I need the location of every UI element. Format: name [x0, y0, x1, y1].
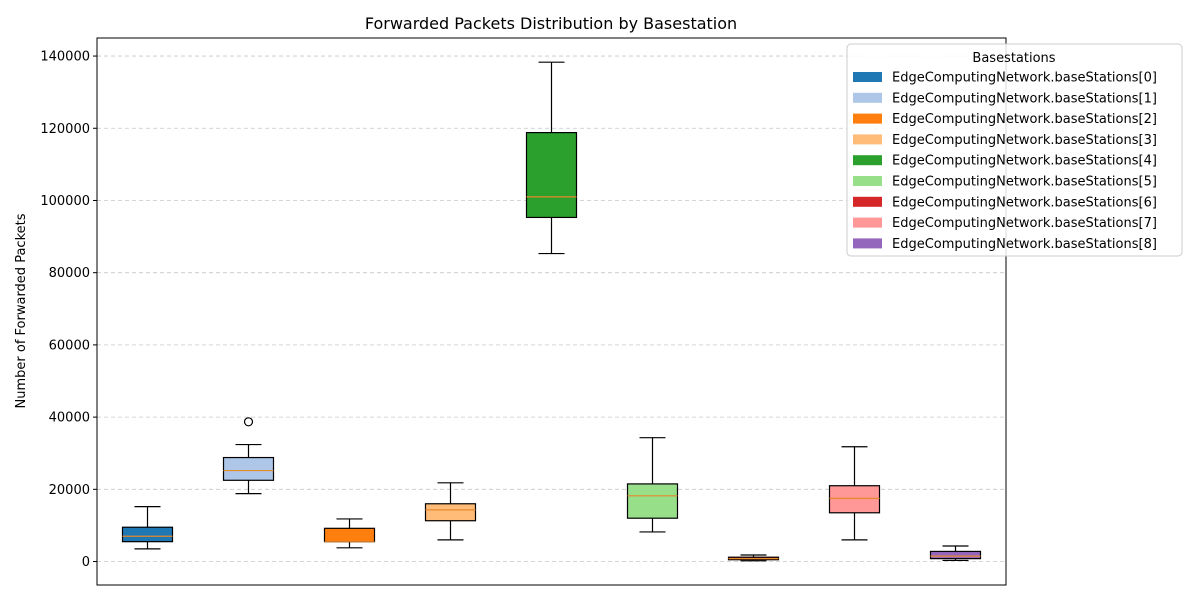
legend-swatch — [853, 217, 882, 228]
y-tick-label: 120000 — [40, 122, 90, 137]
y-tick-label: 60000 — [49, 338, 90, 353]
box-7 — [828, 446, 881, 541]
iqr-box — [828, 485, 881, 514]
legend-title: Basestations — [972, 51, 1055, 66]
legend: Basestations EdgeComputingNetwork.baseSt… — [846, 43, 1183, 257]
outlier-point — [243, 417, 254, 427]
y-tick-label: 0 — [82, 555, 90, 570]
y-tick-label: 20000 — [49, 483, 90, 498]
iqr-box — [222, 456, 275, 481]
y-axis-label: Number of Forwarded Packets — [14, 213, 29, 408]
legend-entry-label: EdgeComputingNetwork.baseStations[3] — [892, 133, 1157, 148]
legend-swatch — [853, 113, 882, 124]
box-2 — [323, 518, 376, 549]
boxes — [121, 61, 982, 562]
y-tick-label: 140000 — [40, 50, 90, 65]
iqr-box — [323, 527, 376, 543]
iqr-box — [929, 550, 982, 560]
y-axis-ticks: 0 20000 40000 60000 80000 100000 120000 140000 — [40, 50, 97, 570]
legend-swatch — [853, 72, 882, 82]
iqr-box — [424, 503, 477, 522]
legend-box — [846, 43, 1183, 257]
box-0 — [121, 506, 174, 550]
box-8 — [929, 545, 982, 562]
chart-title: Forwarded Packets Distribution by Basest… — [365, 14, 737, 33]
legend-entry-label: EdgeComputingNetwork.baseStations[0] — [892, 71, 1157, 86]
y-tick-label: 40000 — [49, 411, 90, 426]
iqr-box — [626, 483, 679, 519]
legend-swatch — [853, 176, 882, 186]
iqr-box — [121, 526, 174, 543]
legend-entry-label: EdgeComputingNetwork.baseStations[7] — [892, 216, 1157, 231]
legend-entry-label: EdgeComputingNetwork.baseStations[2] — [892, 112, 1157, 127]
plot-frame — [96, 37, 1007, 586]
legend-swatch — [853, 134, 882, 145]
legend-entry-label: EdgeComputingNetwork.baseStations[8] — [892, 237, 1157, 252]
iqr-box — [525, 131, 578, 219]
box-3 — [424, 482, 477, 541]
box-6 — [727, 554, 780, 562]
legend-swatch — [853, 196, 882, 207]
legend-entry-label: EdgeComputingNetwork.baseStations[4] — [892, 154, 1157, 169]
box-5 — [626, 437, 679, 533]
legend-entry-label: EdgeComputingNetwork.baseStations[6] — [892, 195, 1157, 210]
legend-swatch — [853, 238, 882, 249]
box-4 — [525, 61, 578, 255]
box-1 — [222, 417, 275, 495]
legend-swatch — [853, 155, 882, 166]
y-tick-label: 80000 — [49, 266, 90, 281]
legend-entry-label: EdgeComputingNetwork.baseStations[1] — [892, 91, 1157, 106]
legend-swatch — [853, 92, 882, 103]
y-tick-label: 100000 — [40, 194, 90, 209]
legend-entry-label: EdgeComputingNetwork.baseStations[5] — [892, 175, 1157, 190]
